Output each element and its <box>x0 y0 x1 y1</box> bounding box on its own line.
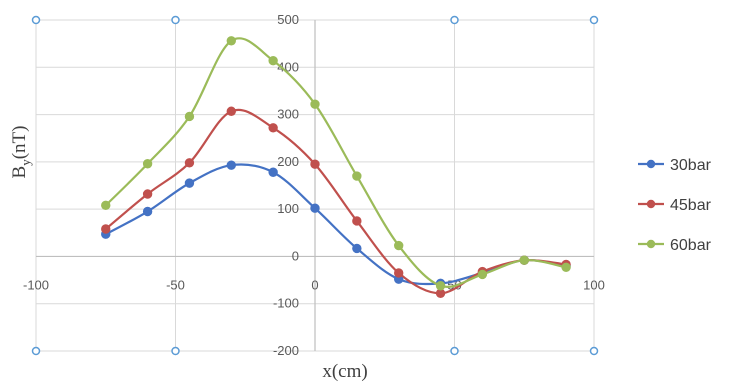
data-point-30bar <box>226 160 237 170</box>
x-tick-label: -100 <box>23 277 49 292</box>
x-axis-title: x(cm) <box>322 361 367 382</box>
series-45bar <box>101 106 571 299</box>
resize-handle[interactable] <box>31 346 41 356</box>
resize-handle[interactable] <box>589 346 599 356</box>
y-tick-label: 100 <box>277 201 299 216</box>
x-tick-label: -50 <box>166 277 185 292</box>
legend-label: 60bar <box>670 237 712 254</box>
y-axis-title: By(nT) <box>9 126 33 179</box>
resize-handle[interactable] <box>171 346 180 356</box>
y-tick-label: 400 <box>277 59 299 74</box>
series-60bar <box>101 36 571 291</box>
data-point-30bar <box>310 203 320 213</box>
legend-label: 30bar <box>670 157 712 174</box>
legend-item-45bar: 45bar <box>638 197 712 214</box>
x-tick-label: 100 <box>583 277 605 292</box>
y-tick-label: 300 <box>277 107 299 122</box>
legend-item-30bar: 30bar <box>638 157 712 174</box>
data-point-30bar <box>184 178 195 188</box>
axes <box>36 20 594 351</box>
data-point-45bar <box>268 123 278 133</box>
data-point-45bar <box>184 158 195 168</box>
y-axis-title-main: B <box>9 166 30 179</box>
data-point-60bar <box>310 99 320 109</box>
data-point-60bar <box>352 171 362 181</box>
data-point-45bar <box>101 224 111 234</box>
legend-label: 45bar <box>670 197 712 214</box>
series-layer <box>101 36 571 299</box>
series-line-60bar <box>104 37 567 288</box>
y-tick-label: 0 <box>292 248 299 263</box>
resize-handle[interactable] <box>589 15 599 25</box>
data-point-30bar <box>352 243 362 254</box>
legend-swatch-marker <box>646 159 656 169</box>
selection-handles[interactable] <box>31 15 599 356</box>
y-tick-label: -100 <box>273 296 299 311</box>
data-point-60bar <box>184 111 195 122</box>
y-axis-title-sub: y <box>18 159 33 166</box>
resize-handle[interactable] <box>450 346 459 356</box>
resize-handle[interactable] <box>450 15 459 25</box>
y-tick-label: 500 <box>277 12 299 27</box>
data-point-60bar <box>394 240 404 251</box>
y-tick-label: -200 <box>273 343 299 358</box>
data-point-60bar <box>435 281 446 291</box>
data-point-45bar <box>394 268 404 278</box>
data-point-60bar <box>142 159 153 169</box>
legend-swatch-marker <box>646 199 656 209</box>
data-point-60bar <box>101 200 111 211</box>
legend-item-60bar: 60bar <box>638 237 712 254</box>
data-point-45bar <box>142 189 153 199</box>
resize-handle[interactable] <box>171 15 180 25</box>
data-point-30bar <box>142 206 153 217</box>
data-point-45bar <box>226 106 237 116</box>
data-point-60bar <box>268 55 278 66</box>
data-point-45bar <box>310 159 320 169</box>
data-point-60bar <box>519 255 529 265</box>
y-axis-title-tail: (nT) <box>9 126 30 160</box>
data-point-60bar <box>226 36 237 46</box>
data-point-30bar <box>268 167 278 177</box>
data-point-45bar <box>352 216 362 226</box>
legend: 30bar 45bar 60bar <box>638 157 712 254</box>
data-point-60bar <box>561 262 571 273</box>
x-tick-label: 0 <box>311 277 318 292</box>
legend-swatch-marker <box>646 239 656 249</box>
y-tick-label: 200 <box>277 154 299 169</box>
data-point-60bar <box>477 269 488 280</box>
resize-handle[interactable] <box>31 15 41 25</box>
